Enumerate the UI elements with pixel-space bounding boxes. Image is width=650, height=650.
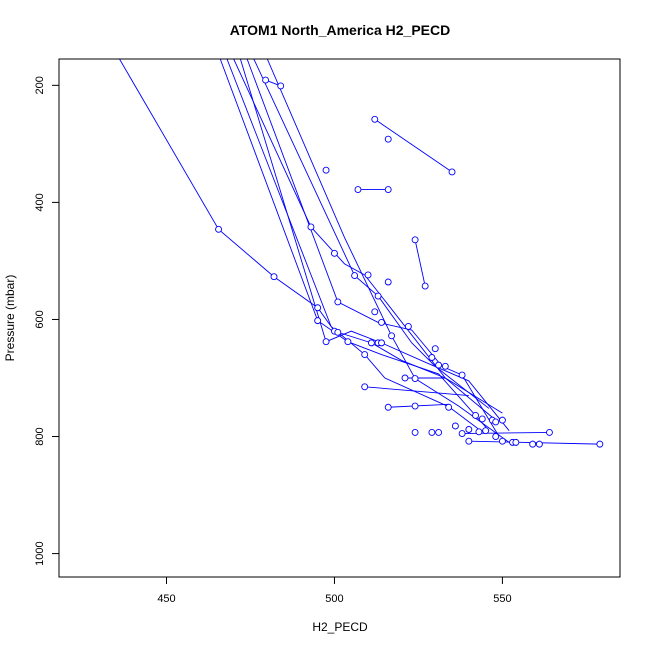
profile-line-6 bbox=[253, 59, 490, 409]
data-point-26 bbox=[334, 328, 342, 336]
data-point-42 bbox=[384, 403, 392, 411]
data-point-45 bbox=[472, 412, 480, 419]
profile-line-7 bbox=[266, 59, 510, 443]
profile-line-3 bbox=[239, 59, 510, 431]
data-point-3 bbox=[371, 115, 379, 123]
y-tick-label: 600 bbox=[34, 310, 46, 328]
chart-title: ATOM1 North_America H2_PECD bbox=[230, 22, 450, 38]
data-point-51 bbox=[465, 426, 473, 433]
data-point-4 bbox=[384, 135, 392, 143]
data-point-41 bbox=[361, 383, 369, 391]
data-point-49 bbox=[492, 418, 500, 426]
x-tick-label: 500 bbox=[325, 593, 343, 605]
data-point-63 bbox=[512, 438, 520, 446]
data-point-19 bbox=[351, 272, 359, 280]
data-point-17 bbox=[364, 271, 372, 279]
data-point-21 bbox=[371, 308, 379, 316]
data-point-1 bbox=[262, 76, 270, 84]
data-point-57 bbox=[411, 428, 419, 436]
data-point-61 bbox=[492, 433, 500, 440]
profile-segment-5 bbox=[462, 431, 550, 435]
data-point-27 bbox=[322, 338, 330, 346]
profile-line-5 bbox=[246, 59, 500, 437]
data-point-39 bbox=[411, 375, 419, 383]
data-point-29 bbox=[367, 339, 375, 347]
data-point-43 bbox=[411, 402, 419, 410]
data-point-40 bbox=[458, 371, 466, 379]
data-point-9 bbox=[215, 225, 223, 233]
data-point-2 bbox=[277, 82, 285, 90]
data-point-23 bbox=[378, 318, 385, 326]
data-point-8 bbox=[322, 166, 330, 174]
plot-frame bbox=[58, 58, 621, 578]
profile-line-4 bbox=[226, 59, 483, 433]
data-point-38 bbox=[401, 374, 409, 382]
y-tick-label: 200 bbox=[34, 76, 46, 94]
data-point-13 bbox=[421, 282, 429, 290]
data-point-11 bbox=[411, 236, 419, 244]
data-point-55 bbox=[428, 428, 436, 436]
y-axis: 200 400 600 800 1000 bbox=[34, 76, 59, 566]
data-point-31 bbox=[378, 339, 385, 347]
data-point-54 bbox=[458, 430, 466, 438]
y-axis-label: Pressure (mbar) bbox=[3, 275, 17, 362]
profile-segment-7 bbox=[364, 386, 469, 397]
data-point-10 bbox=[307, 223, 315, 231]
data-point-20 bbox=[374, 292, 382, 300]
y-tick-label: 800 bbox=[34, 427, 46, 445]
data-point-46 bbox=[478, 415, 486, 423]
data-point-24 bbox=[404, 323, 412, 330]
x-axis: 450 500 550 bbox=[157, 577, 512, 605]
data-point-65 bbox=[535, 440, 543, 448]
data-point-5 bbox=[448, 168, 456, 176]
y-tick-label: 1000 bbox=[34, 541, 46, 565]
data-point-58 bbox=[546, 428, 553, 436]
data-point-22 bbox=[314, 317, 322, 325]
data-point-16 bbox=[314, 304, 322, 312]
data-point-35 bbox=[361, 351, 369, 359]
x-tick-label: 450 bbox=[157, 593, 175, 605]
data-point-56 bbox=[435, 428, 443, 436]
data-point-28 bbox=[344, 338, 352, 346]
data-point-53 bbox=[482, 427, 490, 435]
data-point-64 bbox=[529, 440, 537, 448]
profile-line-8 bbox=[233, 59, 503, 414]
plot-area bbox=[119, 59, 604, 448]
profile-segment-2 bbox=[374, 118, 453, 173]
data-point-44 bbox=[445, 403, 453, 411]
data-point-7 bbox=[384, 186, 392, 193]
y-tick-label: 400 bbox=[34, 193, 46, 211]
profile-segment-4 bbox=[414, 239, 426, 287]
data-point-52 bbox=[475, 428, 483, 436]
data-point-14 bbox=[270, 273, 278, 281]
data-point-48 bbox=[498, 416, 506, 424]
data-point-18 bbox=[334, 298, 342, 306]
data-point-15 bbox=[384, 278, 392, 286]
data-point-12 bbox=[331, 249, 338, 257]
data-point-33 bbox=[431, 345, 439, 353]
data-point-6 bbox=[354, 186, 362, 193]
data-point-66 bbox=[596, 440, 604, 448]
data-point-32 bbox=[388, 332, 396, 340]
data-point-34 bbox=[428, 354, 436, 361]
data-point-50 bbox=[451, 422, 459, 430]
data-point-37 bbox=[441, 362, 449, 370]
profile-line-2 bbox=[219, 59, 490, 431]
data-point-60 bbox=[498, 437, 506, 445]
data-point-36 bbox=[435, 361, 443, 369]
data-point-59 bbox=[465, 437, 473, 445]
x-axis-label: H2_PECD bbox=[312, 620, 368, 634]
x-tick-label: 550 bbox=[493, 593, 511, 605]
